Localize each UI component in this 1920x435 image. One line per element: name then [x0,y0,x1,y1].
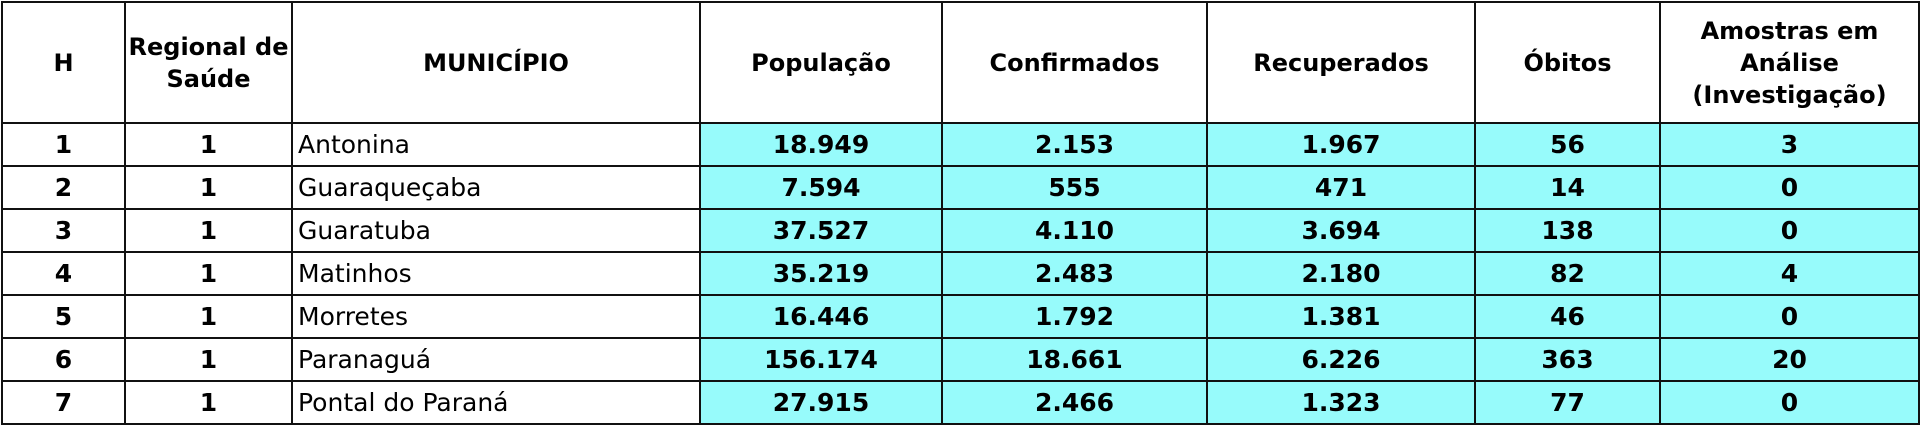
cell-amostras: 3 [1659,122,1920,167]
cell-h: 2 [1,165,126,210]
cell-confirmados: 2.483 [941,251,1208,296]
table-row: 2 1 Guaraqueçaba 7.594 555 471 14 0 [1,165,1920,210]
cell-recuperados: 471 [1206,165,1476,210]
table-body: 1 1 Antonina 18.949 2.153 1.967 56 3 2 1 Guaraqueç… [1,122,1920,425]
cell-amostras: 0 [1659,294,1920,339]
cell-municipio: Pontal do Paraná [291,380,701,425]
cell-obitos: 77 [1474,380,1661,425]
cell-populacao: 27.915 [699,380,943,425]
cell-confirmados: 555 [941,165,1208,210]
cell-amostras: 20 [1659,337,1920,382]
cell-h: 4 [1,251,126,296]
cell-amostras: 4 [1659,251,1920,296]
cell-regional: 1 [124,294,293,339]
cell-populacao: 37.527 [699,208,943,253]
header-populacao: População [699,1,943,124]
cell-municipio: Antonina [291,122,701,167]
header-recuperados: Recuperados [1206,1,1476,124]
cell-obitos: 56 [1474,122,1661,167]
cell-obitos: 82 [1474,251,1661,296]
cell-regional: 1 [124,380,293,425]
table-row: 6 1 Paranaguá 156.174 18.661 6.226 363 20 [1,337,1920,382]
cell-regional: 1 [124,122,293,167]
cell-recuperados: 3.694 [1206,208,1476,253]
cell-recuperados: 1.381 [1206,294,1476,339]
cell-populacao: 16.446 [699,294,943,339]
cell-regional: 1 [124,165,293,210]
cell-regional: 1 [124,251,293,296]
table-row: 5 1 Morretes 16.446 1.792 1.381 46 0 [1,294,1920,339]
cell-confirmados: 2.153 [941,122,1208,167]
header-row: H Regional de Saúde MUNICÍPIO População … [1,1,1920,124]
cell-confirmados: 1.792 [941,294,1208,339]
cell-regional: 1 [124,208,293,253]
header-amostras-em-analise: Amostras em Análise (Investigação) [1659,1,1920,124]
cell-populacao: 35.219 [699,251,943,296]
cell-municipio: Matinhos [291,251,701,296]
cell-recuperados: 1.323 [1206,380,1476,425]
cell-h: 7 [1,380,126,425]
header-confirmados: Confirmados [941,1,1208,124]
cell-recuperados: 2.180 [1206,251,1476,296]
cell-h: 3 [1,208,126,253]
cell-recuperados: 6.226 [1206,337,1476,382]
cell-municipio: Guaratuba [291,208,701,253]
cell-municipio: Guaraqueçaba [291,165,701,210]
cell-confirmados: 18.661 [941,337,1208,382]
cell-amostras: 0 [1659,208,1920,253]
cell-municipio: Morretes [291,294,701,339]
header-regional-de-saude: Regional de Saúde [124,1,293,124]
table-row: 1 1 Antonina 18.949 2.153 1.967 56 3 [1,122,1920,167]
cell-regional: 1 [124,337,293,382]
cell-confirmados: 2.466 [941,380,1208,425]
table-row: 4 1 Matinhos 35.219 2.483 2.180 82 4 [1,251,1920,296]
cell-recuperados: 1.967 [1206,122,1476,167]
header-municipio: MUNICÍPIO [291,1,701,124]
table-row: 3 1 Guaratuba 37.527 4.110 3.694 138 0 [1,208,1920,253]
cell-amostras: 0 [1659,165,1920,210]
cell-populacao: 18.949 [699,122,943,167]
cell-obitos: 14 [1474,165,1661,210]
cell-obitos: 363 [1474,337,1661,382]
cell-municipio: Paranaguá [291,337,701,382]
cell-confirmados: 4.110 [941,208,1208,253]
cell-obitos: 46 [1474,294,1661,339]
municipality-covid-table: H Regional de Saúde MUNICÍPIO População … [1,1,1920,425]
cell-populacao: 156.174 [699,337,943,382]
cell-amostras: 0 [1659,380,1920,425]
table-row: 7 1 Pontal do Paraná 27.915 2.466 1.323 77 0 [1,380,1920,425]
cell-h: 6 [1,337,126,382]
cell-h: 5 [1,294,126,339]
header-obitos: Óbitos [1474,1,1661,124]
cell-populacao: 7.594 [699,165,943,210]
cell-obitos: 138 [1474,208,1661,253]
header-h: H [1,1,126,124]
cell-h: 1 [1,122,126,167]
